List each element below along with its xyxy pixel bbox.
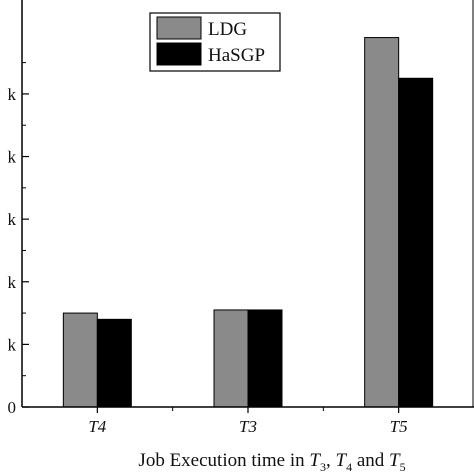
bars-layer [62, 37, 434, 408]
bar-hasgp-t3 [247, 309, 283, 408]
y-tick-label: k [8, 273, 17, 292]
legend-swatch-hasgp [156, 42, 202, 66]
x-tick-label: T3 [239, 417, 257, 436]
legend-label-hasgp: HaSGP [208, 45, 265, 66]
x-tick-label: T4 [88, 417, 106, 436]
axes-layer: 0 k k k k k T4 T3 T5 [8, 0, 474, 436]
legend: LDG HaSGP [149, 12, 281, 72]
bar-ldg-t4 [62, 312, 98, 408]
y-tick-label: k [8, 335, 17, 354]
legend-swatch-ldg [156, 16, 202, 40]
bar-ldg-t3 [213, 309, 249, 408]
y-tick-label: k [8, 148, 17, 167]
legend-label-ldg: LDG [208, 19, 247, 40]
bar-hasgp-t4 [96, 318, 132, 408]
x-axis-title: Job Execution time in T3, T4 and T5 [138, 450, 405, 474]
y-tick-label: k [8, 85, 17, 104]
x-tick-label: T5 [390, 417, 408, 436]
bar-hasgp-t5 [398, 77, 434, 408]
bar-ldg-t5 [364, 37, 400, 408]
y-tick-label: 0 [8, 398, 17, 417]
y-tick-label: k [8, 210, 17, 229]
